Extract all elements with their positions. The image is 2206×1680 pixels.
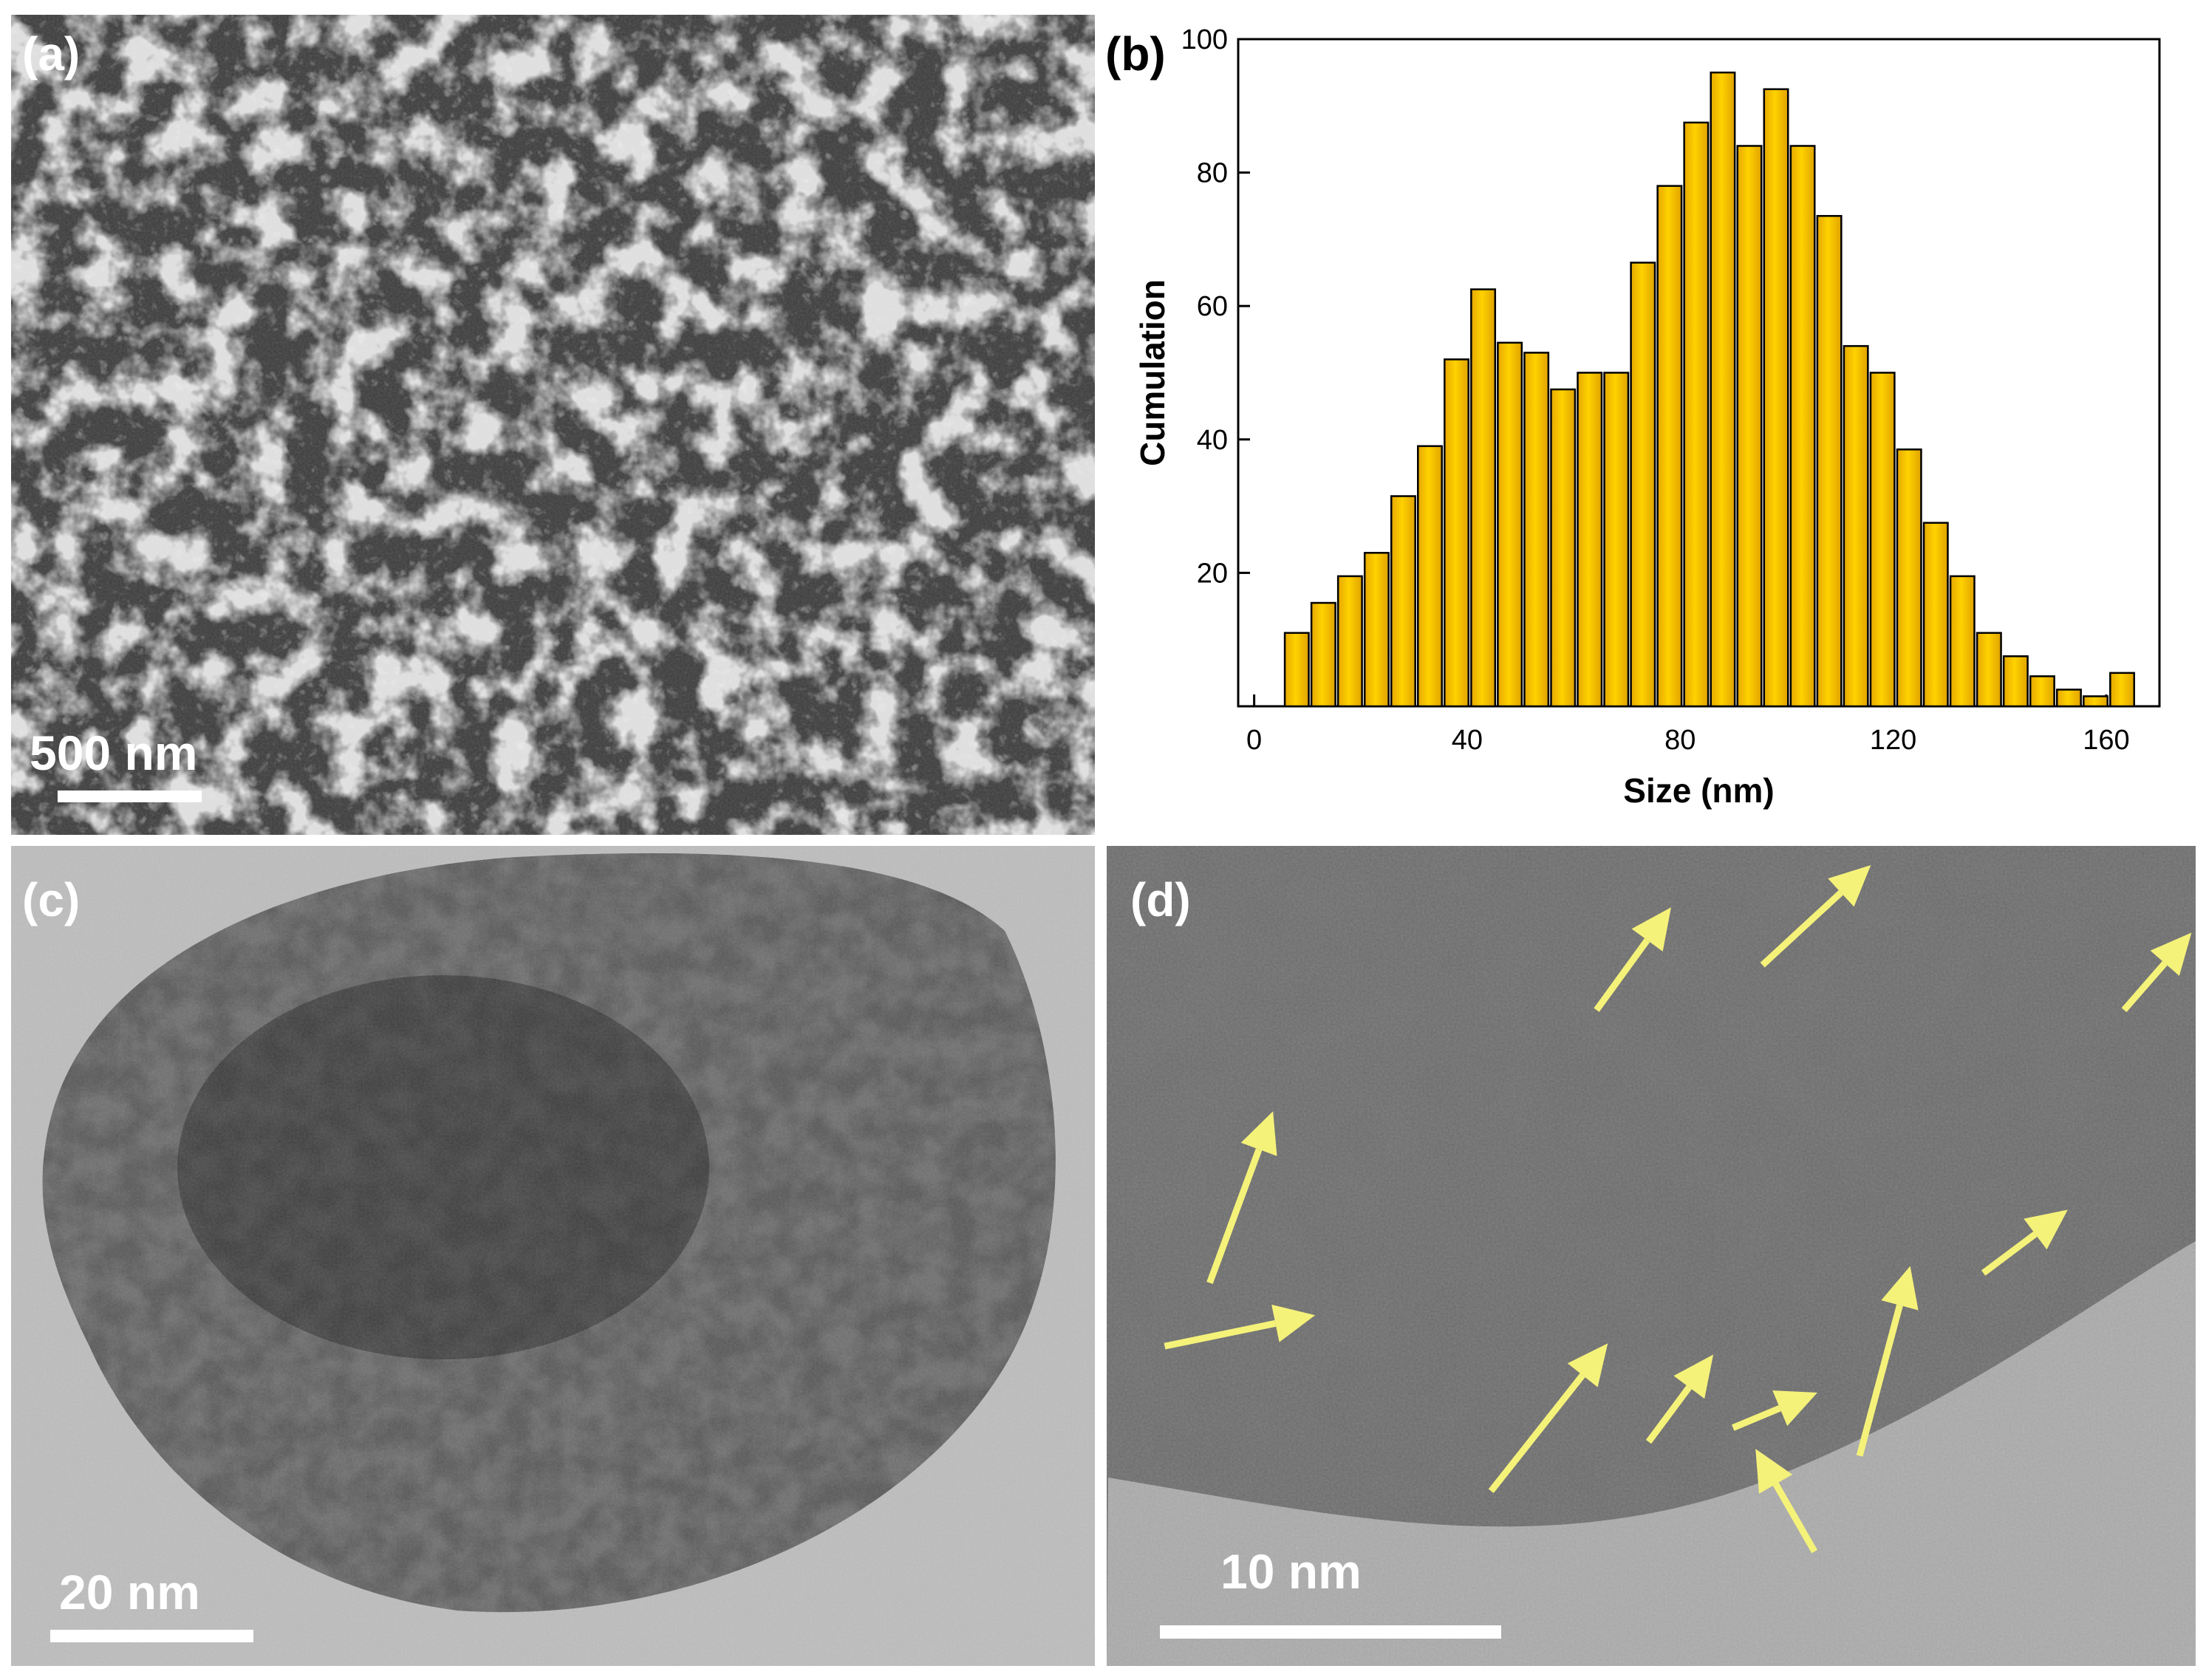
arrow-head xyxy=(1271,1304,1316,1342)
histogram: 20 40 60 80 100 0 40 80 120 160 Size (nm) Cumulatio… xyxy=(1133,24,2161,810)
bar xyxy=(1283,632,1310,708)
bar xyxy=(1550,388,1577,708)
bar xyxy=(1710,71,1736,708)
arrow-head xyxy=(1631,907,1671,952)
arrow-shaft xyxy=(1731,1404,1781,1431)
bar xyxy=(1763,88,1789,708)
x-tick-label: 0 xyxy=(1246,725,1262,756)
panel-label: (c) xyxy=(22,873,80,926)
bar xyxy=(1816,215,1843,708)
arrow-shaft xyxy=(2121,960,2168,1013)
scale-bar-label: 500 nm xyxy=(30,725,197,780)
y-tick-label: 80 xyxy=(1197,158,1228,189)
bar xyxy=(2109,672,2136,708)
bar xyxy=(1310,601,1336,708)
arrows xyxy=(1164,864,2192,1554)
arrow-shaft xyxy=(1981,1231,2038,1276)
bar xyxy=(2055,689,2082,708)
bar xyxy=(1336,575,1363,708)
x-tick-label: 120 xyxy=(1870,725,1916,756)
y-axis-title: Cumulation xyxy=(1133,279,1172,466)
bar xyxy=(1363,552,1390,708)
scale-bar xyxy=(58,791,202,802)
hrtem-image xyxy=(1107,846,2196,1666)
bar xyxy=(1656,185,1683,708)
arrow-head xyxy=(2024,1209,2068,1250)
bar xyxy=(1683,121,1710,708)
arrow-head xyxy=(1567,1343,1608,1387)
bar xyxy=(1922,522,1949,708)
arrow-shaft xyxy=(1760,889,1843,968)
bar xyxy=(1497,341,1523,708)
arrow-shaft xyxy=(1488,1373,1585,1494)
bar xyxy=(1843,345,1869,708)
arrow-head xyxy=(1673,1354,1714,1399)
bar xyxy=(1976,632,2002,708)
bar xyxy=(1949,575,1976,708)
bar xyxy=(1390,495,1416,708)
bar xyxy=(1417,445,1443,708)
arrow-head xyxy=(2150,932,2192,976)
arrow-head xyxy=(1755,1449,1793,1494)
x-axis-title: Size (nm) xyxy=(1623,771,1774,810)
bar xyxy=(2002,655,2029,708)
y-tick-label: 60 xyxy=(1197,291,1228,322)
arrow-shaft xyxy=(1645,1385,1692,1444)
bar xyxy=(1577,372,1603,708)
tem-image xyxy=(11,846,1095,1666)
bar xyxy=(1736,145,1763,708)
y-tick-label: 40 xyxy=(1197,425,1228,456)
arrow-head xyxy=(1881,1266,1919,1311)
bar xyxy=(1444,358,1470,708)
panel-label: (b) xyxy=(1105,27,1166,81)
bar xyxy=(1603,372,1630,708)
arrow-shaft xyxy=(1856,1304,1903,1457)
arrow-shaft xyxy=(1594,938,1650,1012)
bar xyxy=(1523,352,1550,708)
sem-image xyxy=(11,15,1095,835)
scale-bar xyxy=(50,1630,253,1642)
bar xyxy=(1470,288,1497,708)
x-tick-label: 40 xyxy=(1452,725,1483,756)
panel-label: (d) xyxy=(1130,873,1191,926)
bar xyxy=(1896,448,1922,708)
scale-bar xyxy=(1160,1625,1501,1639)
bar xyxy=(1869,372,1896,708)
arrow-shaft xyxy=(1164,1319,1277,1350)
arrow-head xyxy=(1772,1390,1817,1427)
arrow-shaft xyxy=(1206,1148,1263,1285)
arrow-head xyxy=(1828,864,1871,907)
bar xyxy=(2083,695,2108,708)
bar xyxy=(2029,675,2055,708)
x-tick-label: 80 xyxy=(1664,725,1696,756)
y-tick-label: 20 xyxy=(1197,558,1228,589)
panel-label: (a) xyxy=(22,27,80,81)
y-tick-label: 100 xyxy=(1181,24,1228,55)
bar xyxy=(1789,145,1816,708)
x-tick-label: 160 xyxy=(2083,725,2129,756)
arrow-shaft xyxy=(1772,1482,1818,1554)
bar xyxy=(1630,262,1656,708)
scale-bar-label: 20 nm xyxy=(59,1565,200,1619)
arrow-head xyxy=(1240,1111,1277,1156)
scale-bar-label: 10 nm xyxy=(1220,1544,1362,1599)
